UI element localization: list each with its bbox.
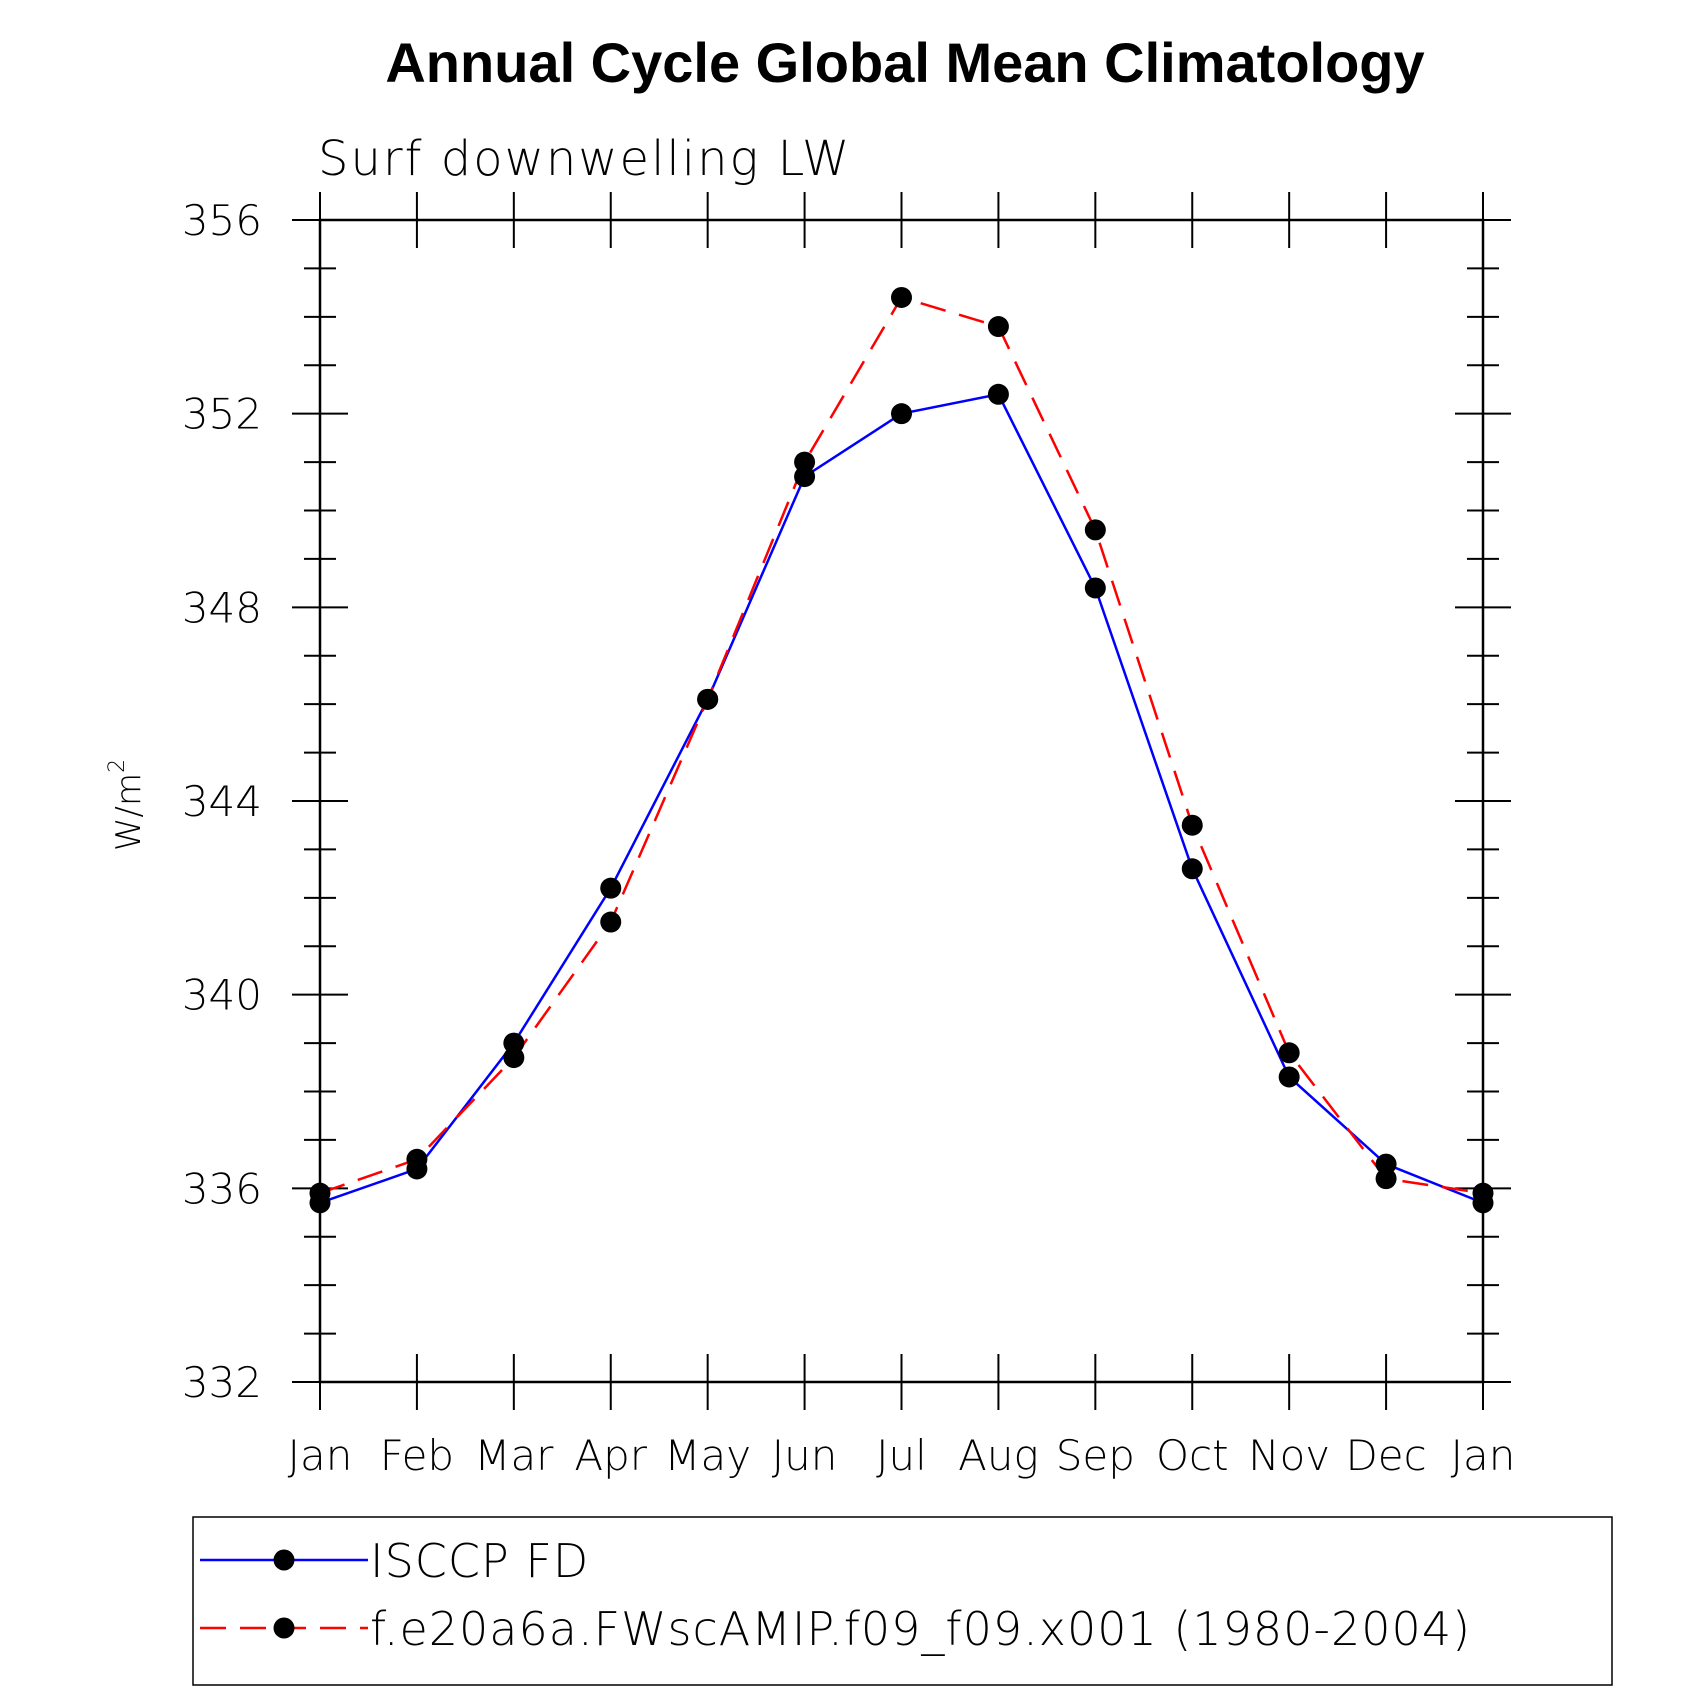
series-layer — [309, 286, 1494, 1214]
series-1-point — [1278, 1066, 1300, 1088]
legend-marker-1 — [273, 1549, 295, 1571]
series-line-1 — [319, 392, 1484, 1205]
y-tick-label: 356 — [182, 196, 262, 245]
legend-box — [192, 1516, 1613, 1686]
series-2-point — [891, 286, 912, 308]
series-1-point — [503, 1032, 525, 1054]
series-2-point — [1084, 519, 1106, 541]
series-2-point — [600, 911, 622, 933]
x-tick-label: Apr — [574, 1431, 647, 1480]
series-2-point — [1375, 1168, 1397, 1190]
y-axis-label-superscript: 2 — [105, 759, 130, 773]
series-1-point — [1084, 577, 1106, 599]
series-2-point — [1472, 1182, 1494, 1204]
x-tick-label: Sep — [1056, 1431, 1135, 1480]
y-tick-label: 348 — [182, 583, 262, 632]
y-tick-label: 340 — [182, 971, 262, 1020]
y-tick-label: 344 — [182, 777, 262, 826]
y-tick-label: 336 — [182, 1164, 262, 1213]
x-tick-label: Jul — [876, 1431, 927, 1480]
series-2-point — [1278, 1042, 1300, 1064]
legend-label-1: ISCCP FD — [370, 1534, 589, 1588]
legend-marker-2 — [273, 1617, 295, 1639]
series-1-point — [891, 403, 912, 425]
x-tick-label: Jan — [288, 1431, 353, 1480]
chart-subtitle: Surf downwelling LW — [318, 131, 851, 187]
legend-label-2: f.e20a6a.FWscAMIP.f09_f09.x001 (1980-200… — [370, 1602, 1471, 1656]
tick-labels: 332 336 340 344 348 352 356 Jan Feb Mar Apr May Jun J… — [182, 196, 1516, 1480]
x-tick-label: Jun — [772, 1431, 838, 1480]
legend: ISCCP FD f.e20a6a.FWscAMIP.f09_f09.x001 (… — [200, 1534, 1471, 1656]
x-tick-label: May — [664, 1431, 751, 1480]
x-tick-label: Mar — [474, 1431, 554, 1480]
chart-title: Annual Cycle Global Mean Climatology — [385, 31, 1424, 94]
series-1-point — [600, 877, 622, 899]
series-2-point — [309, 1182, 331, 1204]
x-tick-label: Feb — [380, 1431, 454, 1480]
series-2-point — [794, 451, 816, 473]
x-tick-label: Aug — [958, 1431, 1039, 1480]
series-1-point — [987, 383, 1009, 405]
y-axis-label: W/m2 — [105, 759, 149, 851]
series-1-point — [794, 466, 816, 488]
plot-frame — [318, 218, 1485, 1384]
x-tick-label: Oct — [1156, 1431, 1229, 1480]
y-axis-label-text: W/m — [109, 773, 149, 851]
series-2-point — [987, 316, 1009, 338]
x-tick-label: Jan — [1451, 1431, 1516, 1480]
y-tick-label: 332 — [182, 1358, 262, 1407]
series-2-point — [1181, 814, 1203, 836]
y-tick-label: 352 — [182, 390, 262, 439]
svg-text:W/m2: W/m2 — [105, 759, 149, 851]
x-tick-label: Nov — [1248, 1431, 1330, 1480]
series-line-2 — [319, 295, 1484, 1195]
series-2-point — [406, 1148, 428, 1170]
x-tick-label: Dec — [1345, 1431, 1426, 1480]
series-1-point — [1181, 858, 1203, 880]
series-2-point — [697, 688, 719, 710]
series-1-point — [1375, 1153, 1397, 1175]
axes — [292, 192, 1511, 1410]
series-2-point — [503, 1047, 525, 1069]
